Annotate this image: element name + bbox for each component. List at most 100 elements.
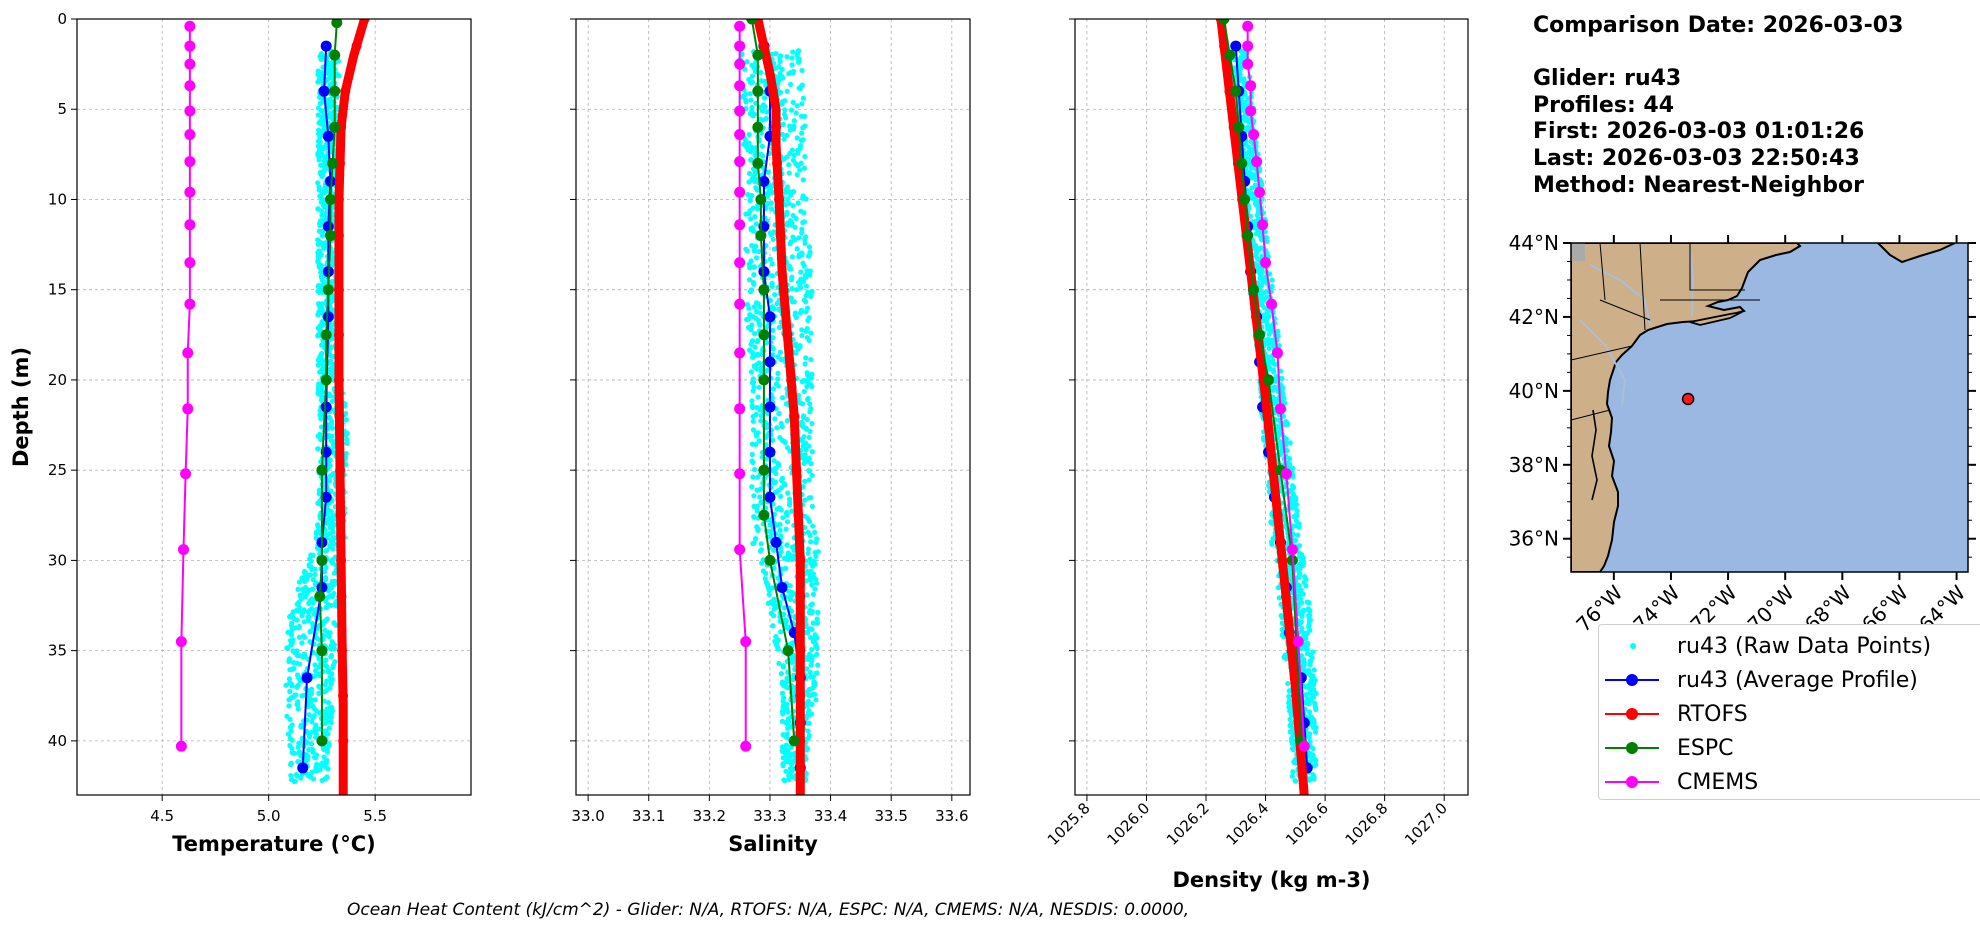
series-marker [184, 58, 196, 70]
raw-data-point [757, 548, 764, 554]
raw-data-point [1290, 769, 1296, 775]
raw-data-point [289, 745, 295, 752]
raw-data-point [1304, 599, 1310, 605]
series-marker [340, 86, 351, 97]
series-marker [795, 645, 806, 656]
series-marker [184, 186, 196, 198]
raw-data-point [288, 761, 294, 768]
series-marker [184, 298, 196, 310]
raw-data-point [1269, 541, 1275, 547]
raw-data-point [294, 684, 300, 690]
raw-data-point [763, 340, 770, 346]
raw-data-point [323, 576, 329, 582]
series-line [301, 45, 332, 769]
raw-data-point [300, 586, 306, 592]
raw-data-point [799, 327, 805, 333]
raw-data-point [330, 665, 336, 671]
raw-data-point [781, 777, 787, 783]
raw-data-point [802, 478, 808, 484]
raw-data-point [802, 236, 808, 242]
raw-data-point [789, 62, 795, 68]
raw-data-point [1245, 96, 1251, 102]
profile-count: Profiles: 44 [1533, 92, 1675, 118]
legend-swatch-average [1605, 663, 1659, 697]
raw-data-point [810, 591, 816, 597]
raw-data-point [315, 180, 321, 186]
raw-data-point [795, 163, 801, 169]
series-marker [775, 230, 786, 241]
series-marker [758, 266, 770, 278]
series-marker [764, 491, 776, 503]
raw-data-point [771, 613, 777, 619]
map-river-1 [1589, 264, 1651, 326]
raw-data-point [800, 484, 806, 490]
raw-data-point [749, 242, 755, 249]
raw-data-point [815, 609, 821, 615]
series-marker [746, 19, 758, 25]
map-border [1570, 242, 1969, 573]
raw-data-point [776, 411, 782, 417]
raw-data-point [806, 434, 812, 441]
raw-data-point [1304, 646, 1310, 653]
series-line [334, 19, 370, 795]
raw-data-point [1299, 613, 1305, 620]
raw-data-point [1283, 656, 1289, 662]
raw-data-point [781, 136, 787, 142]
raw-data-point [751, 493, 757, 499]
raw-data-point [800, 443, 806, 449]
series-marker [324, 230, 336, 242]
raw-data-point [310, 715, 316, 721]
raw-data-point [751, 466, 758, 473]
series-marker [1274, 403, 1286, 415]
raw-data-point [329, 425, 336, 431]
raw-data-point [788, 266, 794, 272]
raw-data-point [309, 769, 315, 775]
series-espc [746, 19, 800, 747]
series-marker [770, 536, 782, 548]
raw-data-point [304, 739, 310, 746]
raw-data-point [751, 304, 758, 310]
raw-data-point [797, 167, 803, 173]
raw-data-point [1266, 345, 1272, 352]
series-marker [184, 40, 196, 52]
raw-data-point [798, 269, 804, 275]
raw-data-point [294, 617, 300, 623]
raw-data-point [759, 560, 765, 566]
series-marker [1233, 121, 1245, 133]
raw-data-point [1248, 165, 1254, 171]
method: Method: Nearest-Neighbor [1533, 172, 1864, 198]
raw-data-point [750, 474, 756, 480]
series-marker [318, 85, 330, 97]
series-marker [177, 544, 189, 556]
raw-data-point [778, 671, 784, 677]
raw-data-point [770, 335, 776, 341]
series-marker [752, 85, 764, 97]
x-tick-label: 33.5 [874, 807, 907, 825]
raw-data-point [327, 473, 334, 479]
raw-data-point [803, 328, 809, 334]
raw-data-point [789, 55, 795, 61]
series-marker [734, 128, 746, 140]
raw-data-point [1264, 238, 1270, 245]
raw-data-point [321, 746, 327, 752]
series-marker [782, 329, 793, 340]
raw-data-point [299, 693, 305, 699]
raw-data-point [803, 355, 809, 361]
raw-data-point [803, 309, 809, 315]
raw-data-point [750, 413, 756, 420]
raw-data-point [315, 312, 321, 318]
raw-data-point [751, 264, 758, 270]
raw-data-point [1248, 175, 1255, 181]
raw-data-point [308, 558, 314, 564]
raw-data-point [814, 645, 820, 651]
raw-data-point [801, 460, 807, 467]
raw-data-point [343, 417, 349, 423]
raw-data-point [783, 768, 789, 774]
raw-data-point [798, 285, 804, 291]
raw-data-point [1285, 680, 1291, 687]
raw-data-point [1271, 369, 1277, 375]
series-marker [351, 41, 362, 52]
raw-data-point [749, 192, 755, 199]
series-marker [184, 80, 196, 92]
raw-data-point [1311, 667, 1317, 673]
